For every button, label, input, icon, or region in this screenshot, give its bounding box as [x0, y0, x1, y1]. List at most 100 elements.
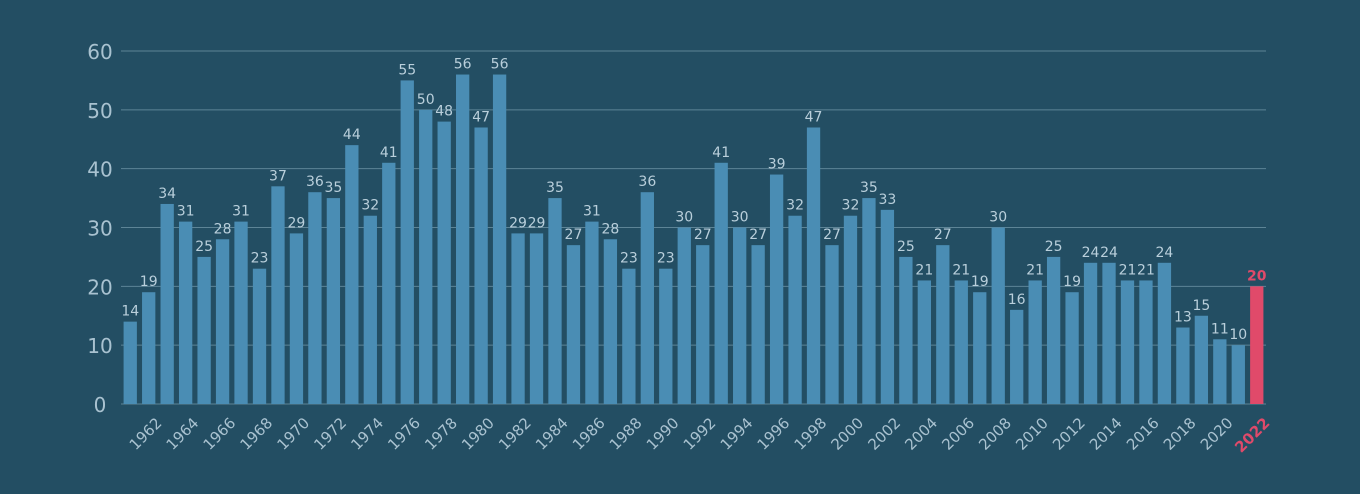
y-tick-label: 40: [87, 158, 112, 182]
bar: [548, 198, 562, 404]
bar-value-label: 32: [361, 198, 379, 214]
x-tick-label: 2022: [1231, 414, 1273, 456]
bar: [603, 239, 618, 404]
bar: [769, 174, 784, 404]
x-tick-label: 1982: [495, 414, 535, 454]
bar-value-label: 27: [565, 227, 583, 243]
bar-value-label: 56: [491, 57, 509, 73]
bar-value-label: 31: [583, 204, 601, 220]
x-tick-label: 2020: [1197, 414, 1237, 454]
bar-value-label: 56: [454, 57, 472, 73]
x-tick-label: 1974: [347, 414, 387, 454]
x-tick-label: 1964: [163, 414, 203, 454]
y-tick-label: 30: [87, 217, 112, 241]
bar-value-label: 55: [398, 62, 416, 78]
bar: [733, 227, 747, 404]
bar-value-label: 16: [1008, 292, 1026, 308]
x-tick-label: 2010: [1012, 414, 1052, 454]
bar-value-label: 28: [214, 221, 232, 237]
bar: [566, 245, 581, 404]
x-tick-label: 2016: [1123, 414, 1163, 454]
bar: [622, 268, 636, 404]
x-tick-label: 1992: [680, 414, 720, 454]
bar: [1194, 315, 1209, 404]
bar-value-label: 28: [601, 221, 619, 237]
bar-value-label: 30: [675, 210, 693, 226]
bar: [142, 292, 156, 404]
bar-value-label: 27: [823, 227, 841, 243]
bar: [696, 245, 710, 404]
bar: [271, 186, 285, 404]
bars: [123, 74, 1264, 405]
bar: [880, 209, 895, 404]
bar: [677, 227, 691, 404]
y-tick-label: 20: [87, 275, 112, 299]
bar-value-label: 29: [509, 215, 527, 231]
bar-value-label: 39: [768, 157, 786, 173]
x-tick-label: 1996: [754, 414, 794, 454]
bar-value-label: 21: [952, 262, 970, 278]
bar: [1139, 280, 1153, 404]
x-tick-label: 1978: [421, 414, 461, 454]
bar-value-label: 23: [620, 251, 638, 267]
bar: [973, 292, 987, 404]
bar: [991, 227, 1005, 404]
bar: [363, 215, 377, 404]
bar: [1065, 292, 1079, 404]
bar: [252, 268, 267, 404]
bar: [529, 233, 544, 404]
x-tick-label: 2008: [975, 414, 1015, 454]
bar: [215, 239, 230, 404]
bar-value-label: 21: [1119, 262, 1137, 278]
bar-value-label: 37: [269, 168, 287, 184]
bar-value-label: 24: [1156, 245, 1174, 261]
bar-value-label: 32: [842, 198, 860, 214]
bar: [456, 74, 470, 405]
bar-value-label: 35: [324, 180, 342, 196]
y-axis-ticks: 0 10 20 30 40 50 60: [87, 40, 112, 417]
bar: [1010, 309, 1024, 404]
bar: [234, 221, 248, 404]
bar: [123, 321, 137, 404]
bar-value-label: 31: [232, 204, 250, 220]
x-axis-ticks: 1962196419661968197019721974197619781980…: [126, 414, 1274, 456]
bar: [289, 233, 304, 404]
bar: [806, 127, 821, 404]
bar-value-label: 41: [380, 145, 398, 161]
y-tick-label: 10: [87, 334, 112, 358]
bar: [1176, 327, 1190, 404]
bar: [1120, 280, 1135, 404]
x-tick-label: 1980: [458, 414, 498, 454]
bar-value-label: 34: [158, 186, 176, 202]
bar-value-label: 32: [786, 198, 804, 214]
x-tick-label: 2006: [938, 414, 978, 454]
bar-value-label: 25: [1045, 239, 1063, 255]
bar-value-label: 11: [1211, 321, 1229, 337]
bar-value-label: 19: [140, 274, 158, 290]
bar-value-label: 10: [1229, 327, 1247, 343]
bar: [862, 198, 876, 404]
x-tick-label: 1986: [569, 414, 609, 454]
bar-value-label: 27: [694, 227, 712, 243]
bar: [382, 162, 396, 404]
bar: [585, 221, 599, 404]
bar: [788, 215, 802, 404]
bar-value-label: 33: [878, 192, 896, 208]
bar-value-label: 48: [435, 104, 453, 120]
bar-value-label: 20: [1247, 268, 1267, 284]
bar: [1231, 345, 1245, 404]
bar: [492, 74, 507, 405]
bar: [178, 221, 193, 404]
bar: [326, 198, 341, 404]
bar-highlight: [1250, 286, 1264, 404]
bar: [640, 192, 654, 404]
bar: [1046, 256, 1061, 404]
x-tick-label: 1988: [606, 414, 646, 454]
x-tick-label: 1984: [532, 414, 572, 454]
bar: [1028, 280, 1042, 404]
bar-value-label: 27: [934, 227, 952, 243]
bar: [1083, 262, 1098, 404]
bar-value-label: 31: [177, 204, 195, 220]
